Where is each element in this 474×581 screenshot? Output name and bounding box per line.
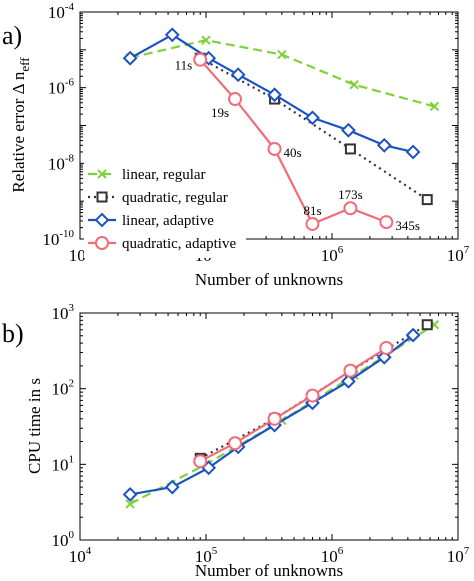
- legend-marker: [94, 212, 110, 228]
- series-group: [122, 319, 440, 509]
- data-point: [305, 388, 320, 403]
- x-tick-label: 107: [447, 244, 470, 265]
- series-group: [122, 27, 440, 231]
- data-point: [267, 87, 282, 103]
- data-point: [230, 67, 246, 83]
- legend-marker: [95, 236, 109, 250]
- y-tick-label: 10-8: [48, 152, 75, 173]
- data-point: [379, 340, 394, 355]
- chart-panel-b: 104 105 106 107 100 101 102 103 Number of unknow…: [2, 302, 470, 580]
- y-tick-label: 10-10: [42, 228, 74, 249]
- data-label: 19s: [211, 105, 229, 120]
- data-point: [305, 110, 320, 126]
- data-point: [164, 27, 180, 43]
- legend-item-linear-adaptive: linear, adaptive: [88, 212, 214, 229]
- legend-label: linear, adaptive: [122, 213, 214, 229]
- x-tick-label: 105: [195, 545, 218, 566]
- data-point: [405, 144, 421, 160]
- legend-label: quadratic, regular: [122, 190, 228, 206]
- legend-marker: [97, 169, 107, 179]
- x-tick-label: 106: [321, 244, 344, 265]
- data-point: [228, 92, 243, 107]
- data-label: 345s: [395, 218, 420, 233]
- data-point: [341, 373, 356, 389]
- legend-box: [84, 160, 246, 258]
- plot-frame: [79, 312, 459, 541]
- x-tick-label: 107: [447, 545, 470, 566]
- y-tick-label: 102: [52, 378, 75, 399]
- data-label: 40s: [284, 145, 302, 160]
- data-point: [344, 143, 356, 155]
- data-point: [267, 141, 282, 156]
- axis-ticks: [79, 313, 458, 541]
- panel-label: b): [2, 319, 24, 348]
- y-tick-label: 100: [52, 529, 75, 550]
- data-label: 81s: [303, 203, 321, 218]
- data-point: [421, 194, 433, 206]
- legend-marker: [96, 191, 108, 203]
- y-tick-label: 10-6: [48, 77, 75, 98]
- data-point: [421, 319, 433, 331]
- y-axis-label: CPU time in s: [25, 378, 44, 474]
- y-axis-label: Relative error Δ neff: [9, 57, 32, 193]
- data-point: [349, 79, 359, 90]
- y-tick-label: 101: [52, 453, 75, 474]
- data-point: [376, 137, 392, 153]
- x-axis-label: Number of unknowns: [195, 270, 343, 289]
- series-quadratic-adaptive: [193, 52, 394, 231]
- data-point: [305, 216, 320, 231]
- panel-label: a): [2, 21, 22, 50]
- data-point: [125, 499, 135, 509]
- data-point: [228, 436, 243, 451]
- series-line: [129, 39, 435, 108]
- series-quadratic-adaptive: [193, 340, 394, 469]
- data-point: [343, 201, 358, 216]
- data-point: [379, 215, 394, 230]
- x-tick-label: 106: [321, 545, 344, 566]
- data-point: [343, 363, 358, 378]
- series-linear-adaptive: [122, 27, 421, 160]
- data-point: [201, 35, 211, 45]
- y-tick-label: 103: [52, 302, 75, 323]
- data-point: [405, 327, 421, 343]
- x-tick-label: 104: [69, 545, 92, 566]
- legend: linear, regular quadratic, regular linear,…: [84, 160, 246, 258]
- axis-ticks: [79, 12, 458, 240]
- legend-label: linear, regular: [122, 167, 206, 183]
- data-point: [193, 52, 208, 67]
- data-point: [122, 50, 138, 66]
- data-label: 11s: [175, 58, 193, 73]
- data-point: [267, 411, 282, 426]
- data-point: [429, 101, 440, 112]
- legend-item-linear-regular: linear, regular: [88, 167, 206, 183]
- data-point: [122, 487, 138, 502]
- data-point: [193, 454, 208, 469]
- x-axis-label: Number of unknowns: [195, 561, 343, 580]
- legend-item-quadratic-adaptive: quadratic, adaptive: [88, 236, 236, 252]
- data-point: [277, 49, 287, 60]
- legend-label: quadratic, adaptive: [122, 236, 236, 252]
- data-label: 173s: [338, 187, 363, 202]
- legend-item-quadratic-regular: quadratic, regular: [88, 190, 228, 206]
- data-point: [164, 479, 180, 495]
- y-tick-label: 10-4: [48, 1, 75, 22]
- data-point: [341, 122, 356, 138]
